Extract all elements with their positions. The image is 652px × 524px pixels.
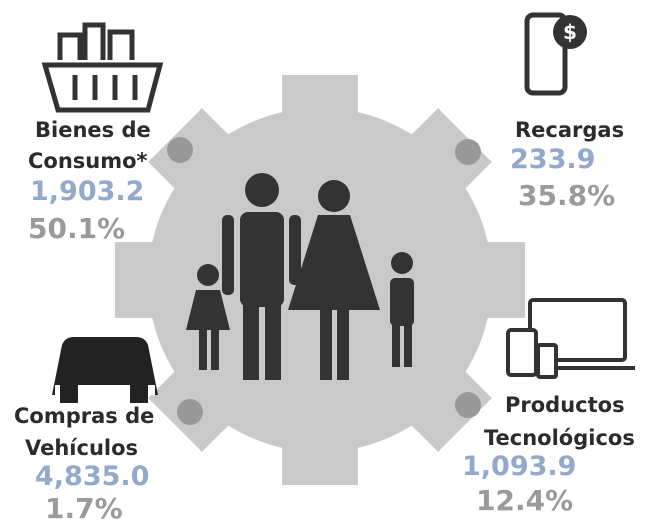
item-percent: 12.4% [476, 484, 573, 517]
item-amount: 1,903.2 [30, 176, 144, 207]
item-label: Vehículos [25, 436, 138, 460]
family-icon [186, 173, 414, 380]
item-label: Productos [505, 393, 625, 417]
item-amount: 233.9 [510, 144, 595, 175]
item-amount: 4,835.0 [35, 461, 149, 492]
item-percent: 50.1% [28, 212, 125, 245]
devices-icon [506, 298, 635, 379]
item-label: Tecnológicos [484, 426, 635, 450]
item-percent: 35.8% [518, 179, 615, 212]
item-label: Bienes de [35, 118, 151, 142]
item-amount: 1,093.9 [462, 451, 576, 482]
item-label: Recargas [515, 118, 624, 142]
item-percent: 1.7% [45, 492, 123, 524]
item-label: Compras de [14, 404, 154, 428]
item-label: Consumo* [28, 149, 148, 173]
connector-dots [167, 137, 481, 425]
phone-icon: $ [524, 12, 587, 96]
basket-icon [41, 22, 164, 113]
car-icon [52, 337, 158, 403]
svg-text:$: $ [563, 20, 577, 44]
